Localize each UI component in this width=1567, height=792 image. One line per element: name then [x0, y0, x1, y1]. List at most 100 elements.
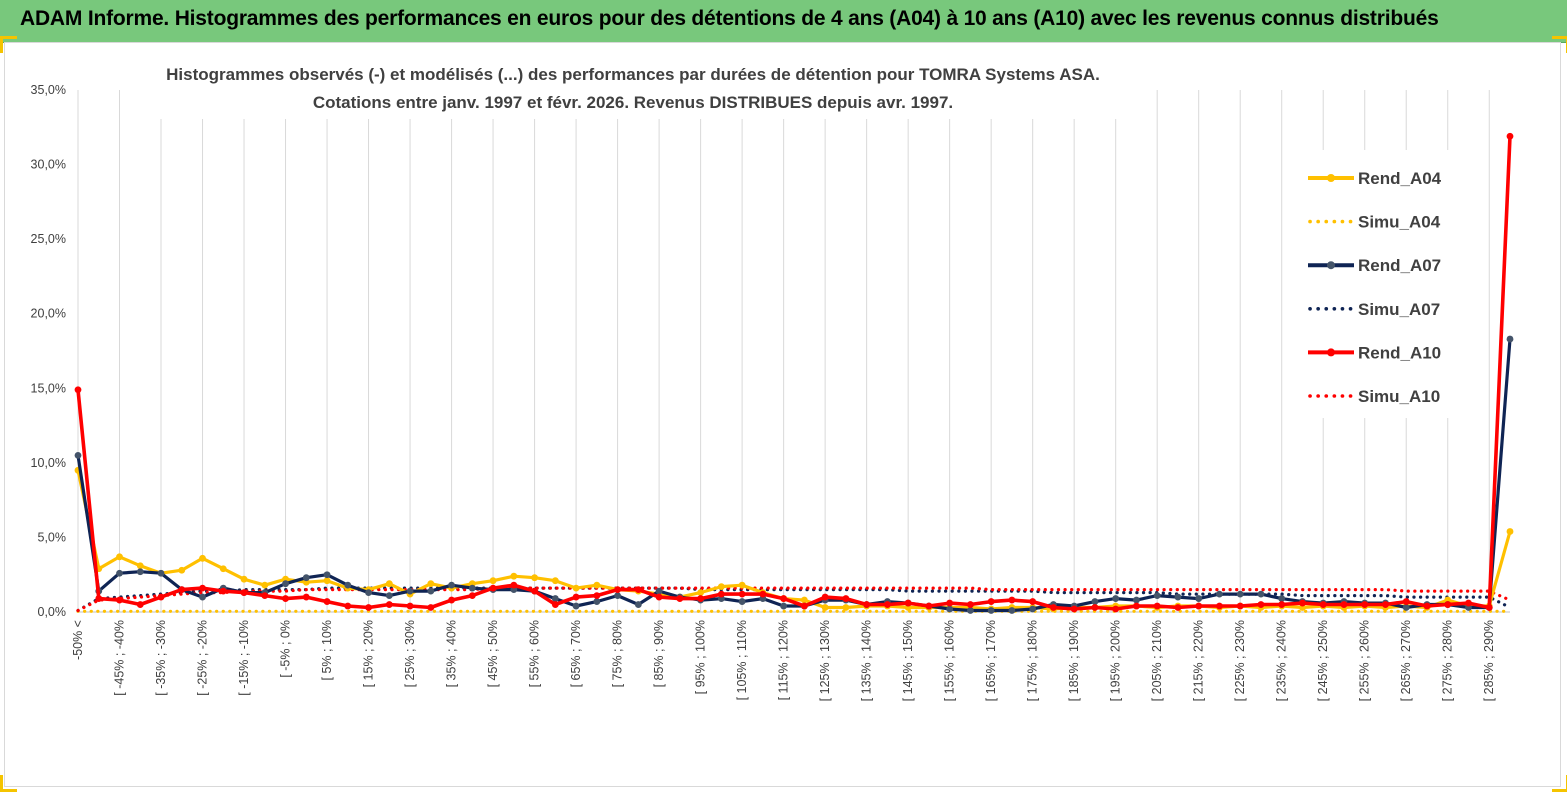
x-tick-label: [ 5% ; 10%	[320, 620, 334, 680]
data-point	[323, 598, 331, 605]
data-point	[448, 596, 455, 604]
x-tick-label: [ 25% ; 30%	[403, 620, 417, 687]
data-point	[1133, 602, 1140, 610]
data-point	[1153, 602, 1161, 610]
data-point	[1153, 592, 1161, 599]
x-tick-label: [ -25% ; -20%	[196, 620, 210, 696]
data-point	[1236, 602, 1244, 610]
data-point	[302, 574, 310, 582]
data-point	[199, 593, 206, 601]
data-point	[344, 581, 352, 589]
x-tick-label: [ 155% ; 160%	[943, 620, 957, 701]
y-tick-label: 20,0%	[31, 307, 66, 321]
data-point	[780, 602, 788, 610]
x-tick-label: [ 235% ; 240%	[1275, 620, 1289, 701]
data-point	[74, 452, 82, 459]
series-line	[76, 469, 1512, 611]
data-point	[717, 583, 725, 591]
data-point	[759, 590, 767, 598]
data-point	[1257, 601, 1265, 608]
data-point	[1319, 601, 1327, 608]
series-line	[76, 338, 1512, 613]
data-point	[1402, 598, 1410, 605]
data-point	[572, 602, 580, 610]
x-tick-label: -50% <	[71, 620, 85, 660]
x-tick-label: [ 105% ; 110%	[735, 620, 749, 700]
x-tick-label: [ 185% ; 190%	[1067, 620, 1081, 701]
x-tick-label: [ -15% ; -10%	[237, 620, 251, 696]
legend-entry-simu-a10: Simu_A10	[1308, 387, 1440, 406]
legend-label: Simu_A07	[1358, 300, 1440, 319]
series-line	[76, 136, 1512, 611]
data-point	[1029, 605, 1037, 613]
y-tick-label: 25,0%	[31, 232, 66, 246]
y-tick-label: 35,0%	[31, 83, 66, 97]
data-point	[1091, 598, 1099, 605]
data-point	[842, 595, 850, 602]
data-point	[1465, 599, 1472, 607]
x-tick-label: [ 115% ; 120%	[777, 620, 791, 700]
data-point	[1174, 604, 1182, 611]
data-point	[593, 592, 601, 599]
data-point	[1423, 602, 1431, 610]
y-tick-label: 10,0%	[31, 456, 66, 470]
data-point	[987, 607, 995, 614]
header-bar: ADAM Informe. Histogrammes des performan…	[0, 0, 1567, 43]
data-point	[676, 595, 684, 602]
x-tick-label: [ 75% ; 80%	[611, 620, 625, 687]
data-point	[406, 587, 414, 595]
x-tick-label: [ 225% ; 230%	[1233, 620, 1247, 701]
data-point	[365, 604, 372, 611]
data-point	[655, 587, 663, 595]
legend-label: Simu_A04	[1358, 213, 1441, 232]
chart-frame	[4, 42, 1561, 787]
data-point	[468, 584, 476, 592]
legend-entry-rend-a07: Rend_A07	[1308, 256, 1441, 275]
data-point	[1112, 605, 1120, 613]
data-point	[987, 598, 995, 605]
data-point	[946, 605, 954, 613]
data-point	[1216, 602, 1223, 610]
data-point	[1050, 604, 1057, 611]
data-point	[1299, 599, 1306, 607]
data-point	[655, 593, 663, 601]
data-point	[842, 604, 850, 611]
data-point	[593, 598, 601, 605]
legend-box	[1297, 150, 1454, 418]
chart-title-line2: Cotations entre janv. 1997 et févr. 2026…	[313, 93, 953, 112]
data-point	[240, 575, 248, 583]
data-point	[697, 589, 705, 597]
data-point	[136, 601, 144, 608]
data-point	[967, 601, 974, 608]
data-point	[634, 601, 642, 608]
data-point	[1382, 601, 1389, 608]
x-tick-label: [ 55% ; 60%	[528, 620, 542, 687]
legend-entry-rend-a04: Rend_A04	[1308, 169, 1442, 188]
data-point	[572, 584, 580, 592]
data-point	[282, 595, 289, 602]
data-point	[1361, 601, 1369, 608]
data-point	[261, 581, 269, 589]
data-point	[385, 580, 393, 588]
legend-entry-simu-a04: Simu_A04	[1308, 213, 1441, 232]
data-point	[634, 586, 642, 594]
x-tick-label: [ -5% ; 0%	[279, 620, 293, 678]
data-point	[1070, 605, 1078, 613]
data-point	[738, 598, 746, 605]
data-point	[738, 581, 746, 589]
x-tick-label: [ 95% ; 100%	[694, 620, 708, 694]
data-point	[116, 569, 123, 577]
data-point	[1008, 607, 1016, 614]
data-point	[531, 574, 538, 582]
x-tick-label: [ 275% ; 280%	[1441, 620, 1455, 701]
data-point	[427, 580, 435, 588]
data-point	[74, 386, 82, 394]
data-point	[219, 587, 227, 595]
chart-title-background	[150, 57, 1120, 119]
data-point	[883, 601, 891, 608]
data-point	[116, 553, 123, 561]
data-point	[1506, 132, 1514, 140]
data-point	[219, 565, 227, 573]
data-point	[800, 596, 808, 604]
data-point	[468, 592, 476, 599]
